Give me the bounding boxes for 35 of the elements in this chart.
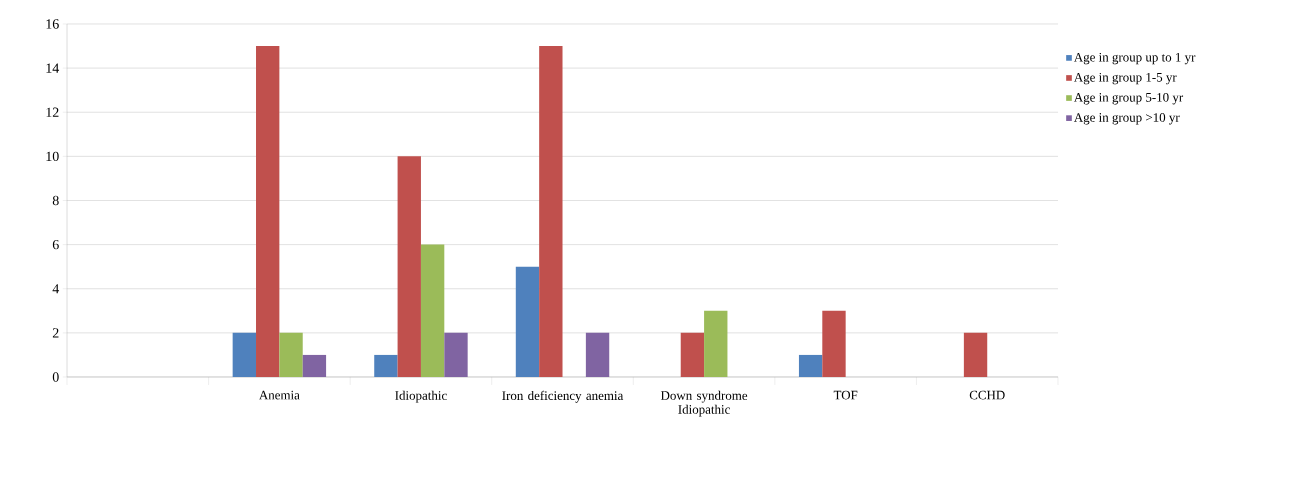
bar xyxy=(585,332,610,377)
bar xyxy=(256,46,280,377)
bar xyxy=(397,156,421,377)
bar xyxy=(680,332,705,377)
bar xyxy=(704,310,728,377)
bar xyxy=(822,310,846,377)
x-tick-label: Anemia xyxy=(259,390,300,400)
bar xyxy=(515,266,540,377)
x-tick-label: Down syndrome Idiopathic xyxy=(660,390,748,417)
bar xyxy=(798,354,823,377)
x-tick-label: TOF xyxy=(833,390,858,400)
bar xyxy=(963,332,988,377)
y-tick-label: 6 xyxy=(52,239,59,250)
x-tick-label: CCHD xyxy=(969,390,1005,400)
bar xyxy=(302,354,327,377)
bar xyxy=(232,332,257,377)
bar xyxy=(444,332,468,377)
bar xyxy=(374,354,398,377)
legend-label: Age in group up to 1 yr xyxy=(1073,52,1196,65)
legend-label: Age in group >10 yr xyxy=(1073,113,1180,125)
y-tick-label: 2 xyxy=(52,328,59,338)
legend-label: Age in group 1-5 yr xyxy=(1073,72,1177,85)
bar xyxy=(279,332,303,377)
y-tick-label: 0 xyxy=(52,372,59,382)
y-tick-label: 10 xyxy=(46,151,59,162)
y-tick-label: 12 xyxy=(46,107,59,117)
y-tick-label: 16 xyxy=(46,19,59,29)
x-tick-label: Idiopathic xyxy=(395,390,447,403)
y-tick-label: 8 xyxy=(52,195,59,206)
y-tick-label: 4 xyxy=(52,284,60,294)
bar xyxy=(539,46,563,377)
y-tick-label: 14 xyxy=(46,63,60,73)
bar xyxy=(420,244,445,377)
x-tick-label: Iron deficiency anemia xyxy=(502,390,624,403)
legend-label: Age in group 5-10 yr xyxy=(1073,92,1184,105)
